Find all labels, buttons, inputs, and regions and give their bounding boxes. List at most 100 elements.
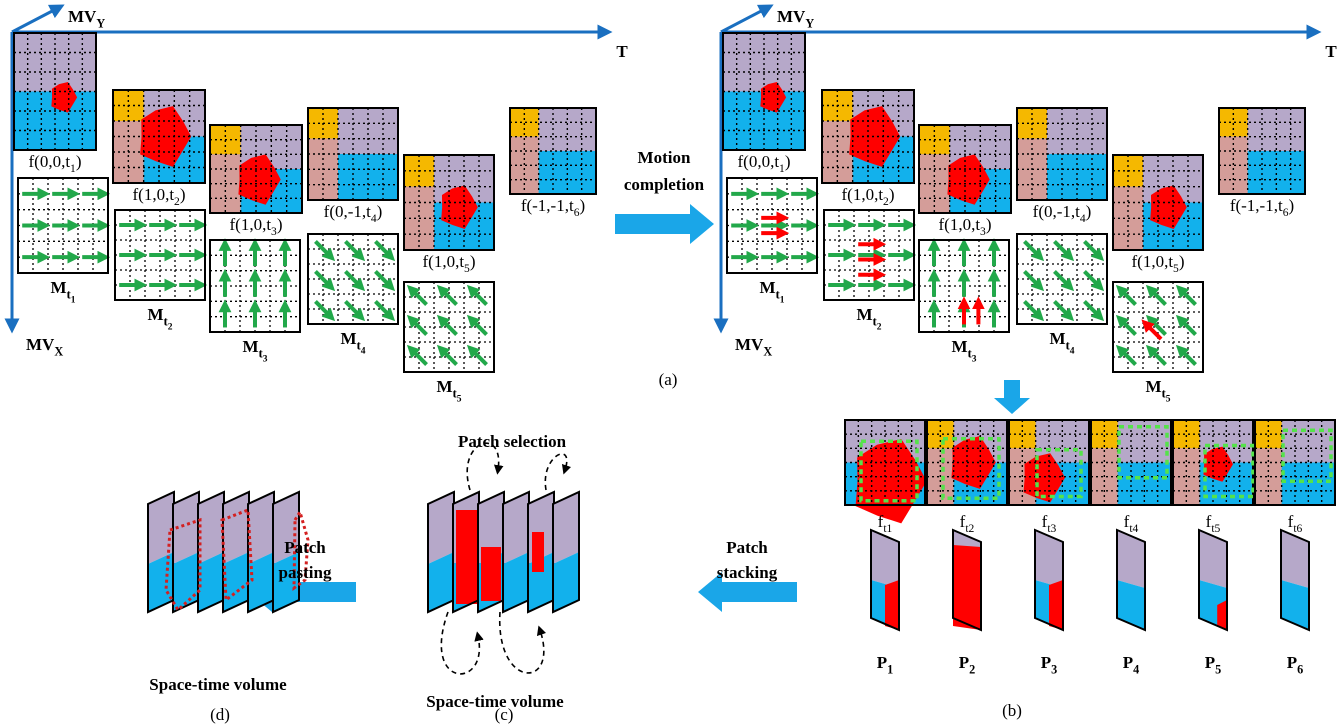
axis-t-label: T bbox=[1325, 42, 1337, 61]
volume-d-label: Space-time volume bbox=[149, 675, 287, 694]
patch-label-sub: 5 bbox=[1215, 662, 1221, 676]
axis-t-label: T bbox=[616, 42, 628, 61]
frame-label-tail: ) bbox=[180, 185, 186, 204]
frame-label-base: f(0,-1,t bbox=[1033, 202, 1080, 221]
field-label-base: M bbox=[1049, 329, 1065, 348]
axis-mv-x-label-base: MV bbox=[26, 335, 55, 354]
patch-pasting-1: Patch bbox=[284, 538, 326, 557]
frame-label-sub: t5 bbox=[1211, 522, 1220, 535]
plane-object bbox=[532, 532, 544, 572]
patch-label-base: P bbox=[959, 653, 969, 672]
volume-plane bbox=[428, 492, 454, 612]
patch-object bbox=[953, 545, 981, 630]
axis-mv-x-label-base: MV bbox=[735, 335, 764, 354]
patch bbox=[871, 530, 899, 630]
frame-corner bbox=[510, 108, 539, 137]
frame-label-sub: t1 bbox=[883, 522, 892, 535]
field-label-base: M bbox=[1145, 377, 1161, 396]
patch-label-sub: 3 bbox=[1051, 662, 1057, 676]
caption-c: (c) bbox=[495, 705, 514, 724]
motion-field bbox=[308, 234, 398, 324]
frame-label-sub: t6 bbox=[1293, 522, 1302, 535]
field-label-base: M bbox=[242, 337, 258, 356]
frame-label-tail: ) bbox=[785, 152, 791, 171]
axis-mv-x-label-sub: X bbox=[763, 344, 772, 358]
motion-completion-1: Motion bbox=[638, 148, 691, 167]
field-label-base: M bbox=[340, 329, 356, 348]
caption-b: (b) bbox=[1002, 701, 1022, 720]
patch-label-base: P bbox=[1205, 653, 1215, 672]
field-label-subsub: 3 bbox=[263, 355, 268, 365]
patch-label-base: P bbox=[1287, 653, 1297, 672]
frame-top bbox=[14, 33, 96, 92]
frame bbox=[510, 108, 596, 194]
volume-plane bbox=[453, 492, 479, 612]
frame-label-base: f(1,0,t bbox=[1132, 252, 1174, 271]
frame-label-sub: t2 bbox=[965, 522, 974, 535]
frame-label-sub: t4 bbox=[1129, 522, 1138, 535]
frame-label-base: f(1,0,t bbox=[423, 252, 465, 271]
axis-mv-y-label-sub: Y bbox=[96, 16, 105, 30]
patch-label-base: P bbox=[1123, 653, 1133, 672]
patch-object bbox=[885, 580, 899, 630]
frame-label-tail: ) bbox=[1288, 196, 1294, 215]
frame-label-tail: ) bbox=[470, 252, 476, 271]
motion-field bbox=[1017, 234, 1107, 324]
axis-mv-y-label-sub: Y bbox=[805, 16, 814, 30]
patch bbox=[1199, 530, 1227, 630]
motion-field bbox=[404, 282, 494, 372]
caption-a: (a) bbox=[659, 370, 678, 389]
frame-top bbox=[723, 33, 805, 92]
patch-selection-label: Patch selection bbox=[458, 432, 567, 451]
field-label-subsub: 1 bbox=[780, 296, 785, 306]
volume-plane bbox=[248, 492, 274, 612]
frame bbox=[1017, 108, 1107, 200]
frame-corner bbox=[1009, 420, 1036, 448]
frame-label-tail: ) bbox=[889, 185, 895, 204]
patch-label-base: P bbox=[877, 653, 887, 672]
frame bbox=[919, 125, 1011, 213]
volume-plane bbox=[503, 492, 529, 612]
volume-plane bbox=[528, 492, 554, 612]
frame bbox=[1113, 155, 1203, 250]
patch-label-sub: 6 bbox=[1297, 662, 1303, 676]
axis-mv-y-label-base: MV bbox=[777, 7, 806, 26]
frame-corner bbox=[927, 420, 954, 448]
frame-corner bbox=[1173, 420, 1200, 448]
patch-pasting-2: pasting bbox=[279, 563, 332, 582]
field-label-subsub: 4 bbox=[361, 347, 366, 357]
axis-mv-x-label-sub: X bbox=[54, 344, 63, 358]
frame-label-base: f(1,0,t bbox=[842, 185, 884, 204]
field-label-subsub: 4 bbox=[1070, 347, 1075, 357]
frame bbox=[723, 33, 805, 150]
field-label-subsub: 5 bbox=[457, 395, 462, 405]
volume-plane bbox=[173, 492, 199, 612]
frame-label-tail: ) bbox=[579, 196, 585, 215]
frame-label-base: f(-1,-1,t bbox=[1230, 196, 1283, 215]
field-label-base: M bbox=[147, 305, 163, 324]
motion-field bbox=[824, 210, 914, 300]
plane-object bbox=[481, 547, 501, 601]
frame-side bbox=[510, 137, 539, 194]
figure: TMVYMVXf(0,0,t1)Mt1f(1,0,t2)Mt2f(1,0,t3)… bbox=[0, 0, 1339, 724]
volume-plane bbox=[198, 492, 224, 612]
frame bbox=[210, 125, 302, 213]
field-label-subsub: 5 bbox=[1166, 395, 1171, 405]
field-label-subsub: 2 bbox=[168, 323, 173, 333]
frame-label-sub: t3 bbox=[1047, 522, 1056, 535]
frame-side bbox=[1219, 137, 1248, 194]
frame-corner bbox=[1219, 108, 1248, 137]
patch-label-sub: 1 bbox=[887, 662, 893, 676]
frame bbox=[308, 108, 398, 200]
patch bbox=[1117, 530, 1145, 630]
motion-field bbox=[1113, 282, 1203, 372]
patch bbox=[1281, 530, 1309, 630]
field-label-subsub: 2 bbox=[877, 323, 882, 333]
patch-label-base: P bbox=[1041, 653, 1051, 672]
frame-label-base: f(0,0,t bbox=[29, 152, 71, 171]
frame-label-tail: ) bbox=[76, 152, 82, 171]
frame-label-base: f(0,-1,t bbox=[324, 202, 371, 221]
patch-label-sub: 2 bbox=[969, 662, 975, 676]
field-label-base: M bbox=[856, 305, 872, 324]
motion-field bbox=[919, 240, 1009, 332]
